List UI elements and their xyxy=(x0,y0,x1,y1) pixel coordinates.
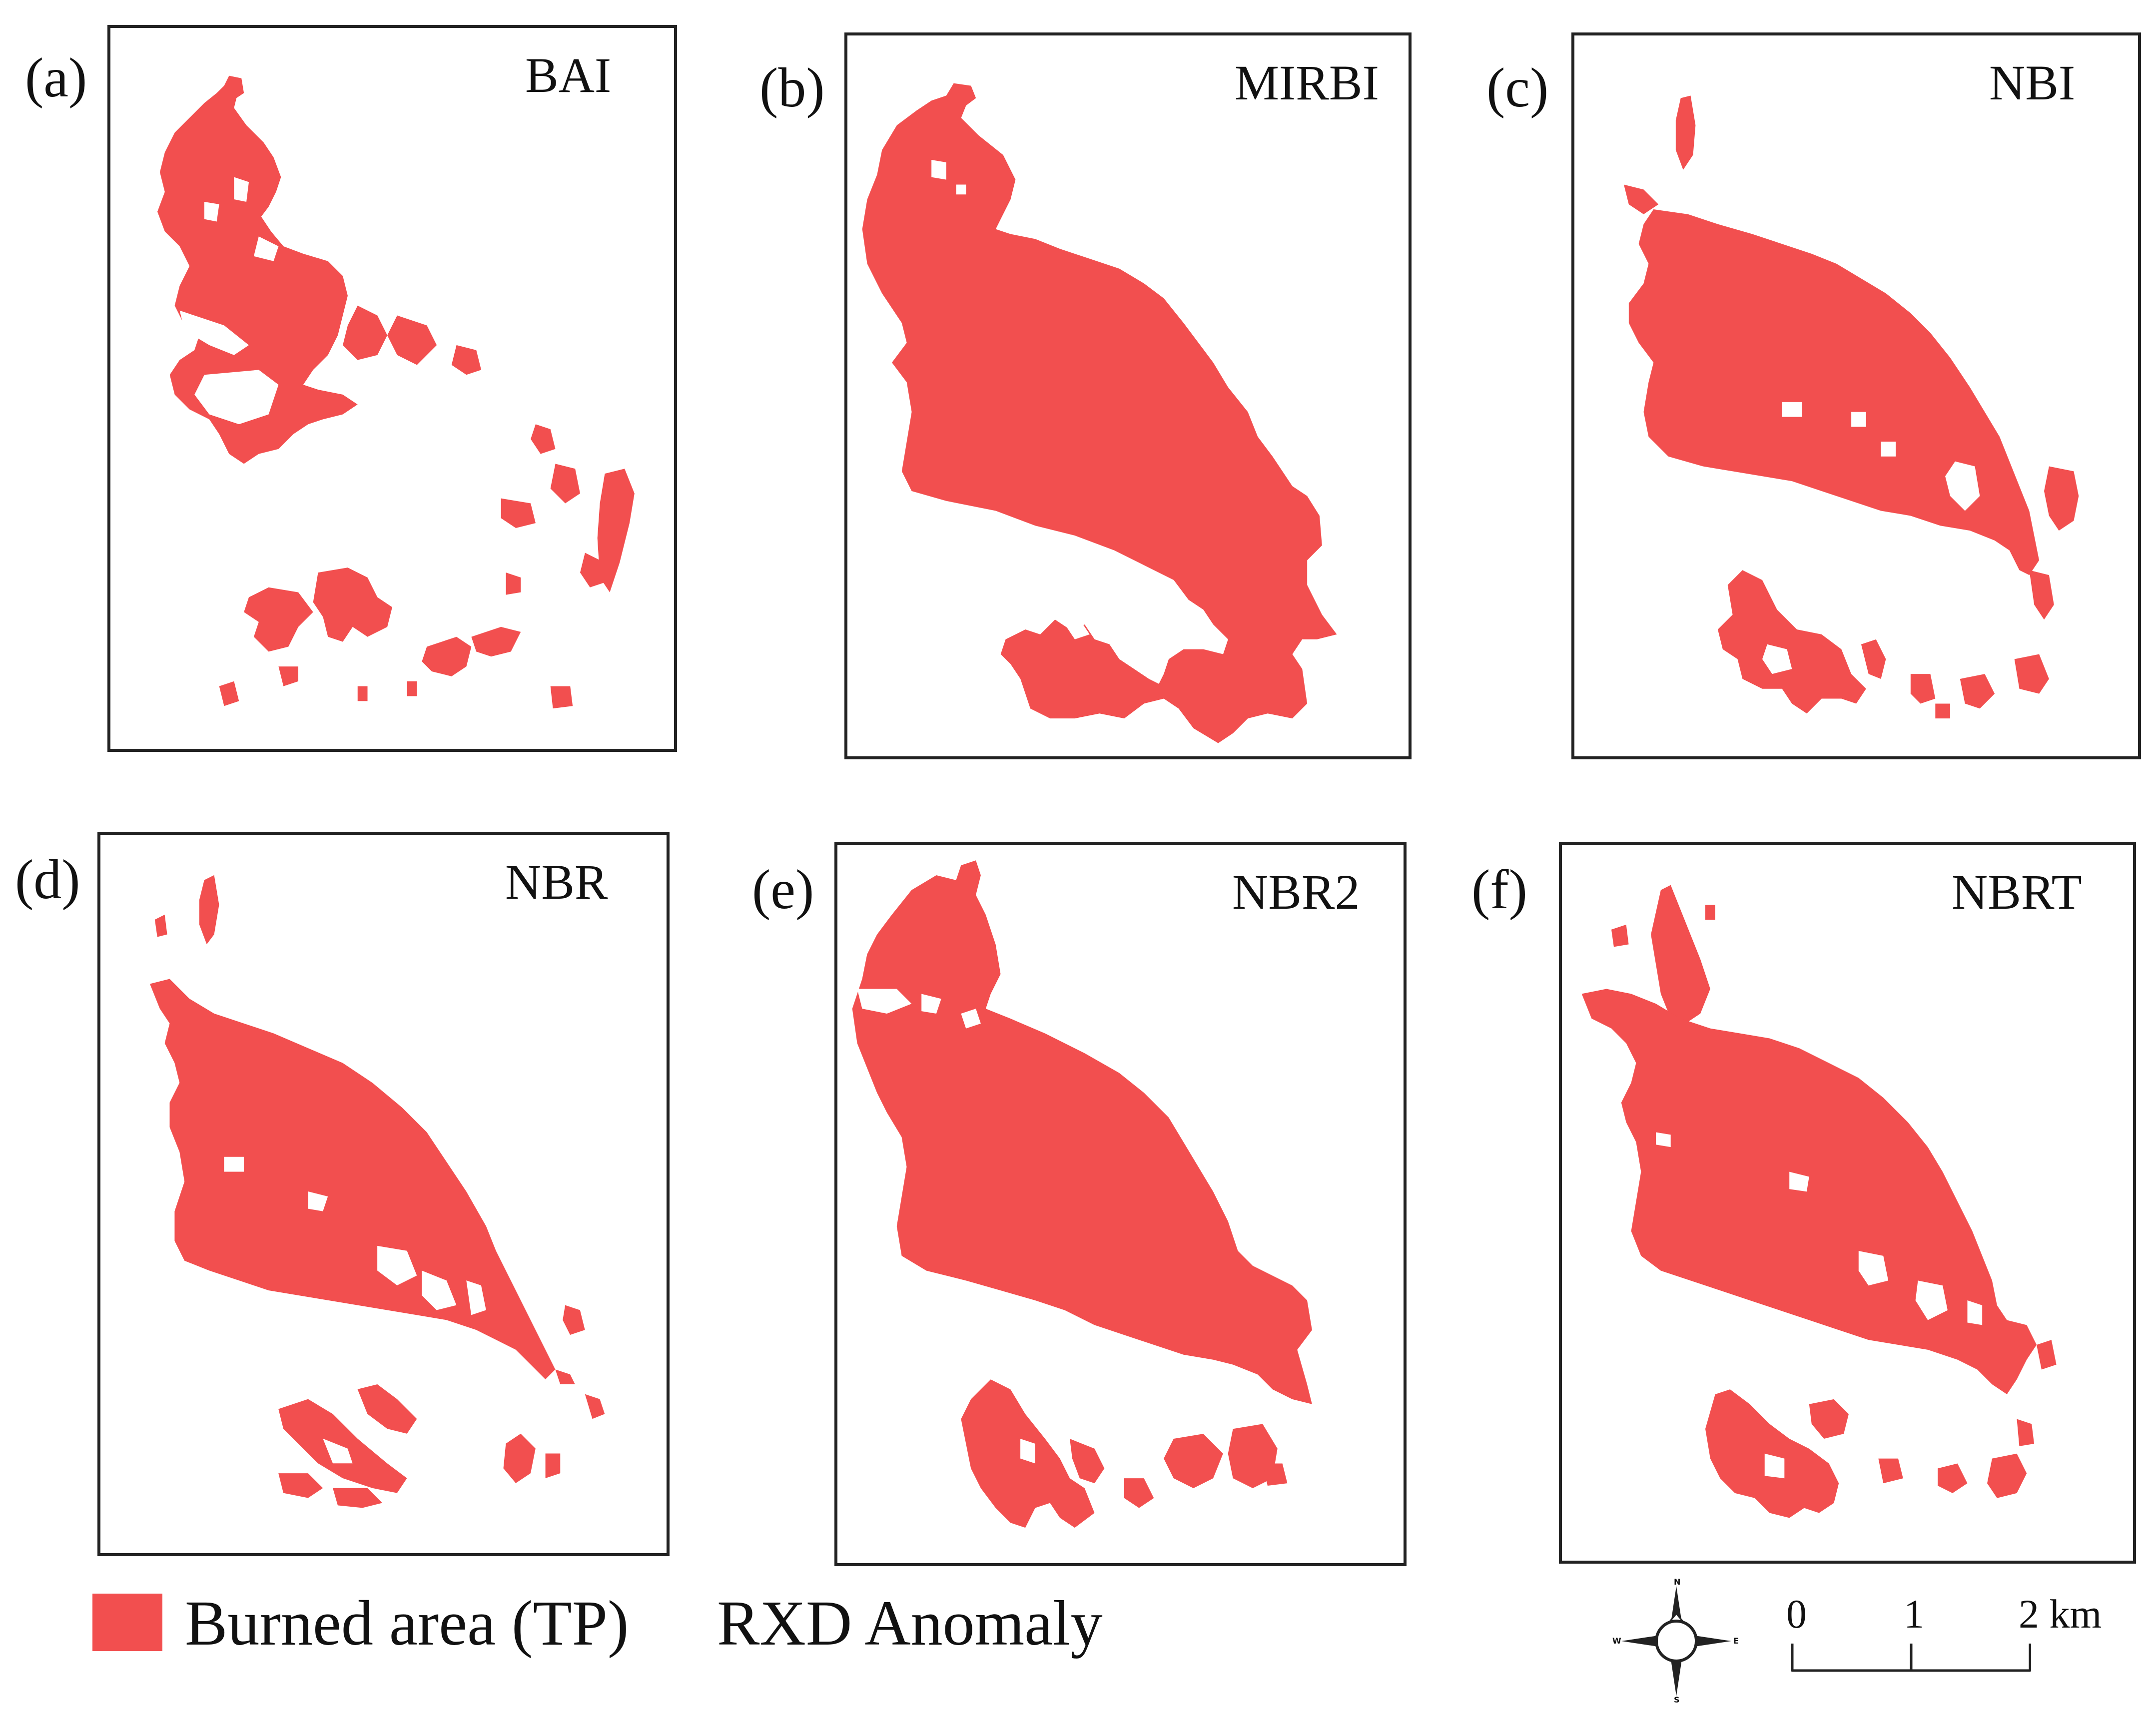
panel-a-burned-area xyxy=(157,75,635,709)
panel-e-burned-area xyxy=(852,860,1312,1528)
panel-d-index-label: NBR xyxy=(505,854,608,910)
scale-bar xyxy=(1791,1644,2032,1674)
panel-d-map: NBR xyxy=(97,832,670,1556)
panel-e-index-label: NBR2 xyxy=(1232,864,1360,920)
burned-area-legend-label: Burned area (TP) xyxy=(185,1588,629,1659)
panel-d-letter: (d) xyxy=(15,849,80,911)
panel-a-map: BAI xyxy=(107,25,677,752)
panel-b-map: MIRBI xyxy=(844,32,1412,759)
panel-c-map: NBI xyxy=(1571,32,2141,759)
compass-rose-icon: N S W E xyxy=(1611,1576,1741,1706)
panel-a-index-label: BAI xyxy=(525,47,612,103)
scale-tick-0-label: 0 xyxy=(1786,1591,1807,1637)
panel-b-letter: (b) xyxy=(759,57,825,119)
panel-c-letter: (c) xyxy=(1486,57,1549,119)
compass-s-label: S xyxy=(1674,1695,1680,1705)
compass-n-label: N xyxy=(1674,1577,1681,1587)
panel-f-map: NBRT xyxy=(1559,842,2136,1564)
compass-e-label: E xyxy=(1733,1636,1739,1646)
scale-tick-2-label: 2 km xyxy=(2019,1591,2102,1637)
panel-b-index-label: MIRBI xyxy=(1235,55,1379,110)
panel-d-burned-area xyxy=(149,875,605,1508)
panel-e-map: NBR2 xyxy=(834,842,1407,1566)
panel-c-index-label: NBI xyxy=(1989,55,2076,110)
method-legend-label: RXD Anomaly xyxy=(717,1588,1103,1659)
panel-f-letter: (f) xyxy=(1471,859,1527,921)
panel-c-burned-area xyxy=(1623,95,2079,719)
scale-tick-1-label: 1 xyxy=(1904,1591,1924,1637)
panel-f-index-label: NBRT xyxy=(1952,864,2082,920)
panel-f-burned-area xyxy=(1581,885,2057,1518)
panel-e-letter: (e) xyxy=(752,859,814,921)
compass-w-label: W xyxy=(1612,1636,1621,1646)
burned-area-legend-swatch xyxy=(92,1594,162,1651)
panel-a-letter: (a) xyxy=(25,47,87,109)
panel-b-burned-area xyxy=(862,83,1337,743)
